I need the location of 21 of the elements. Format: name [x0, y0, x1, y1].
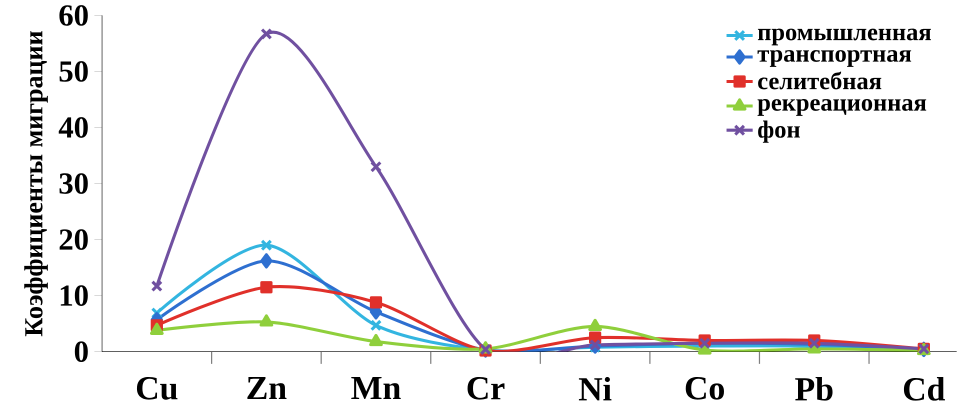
- x-tick-label: Zn: [247, 377, 286, 400]
- x-tick-label: Pb: [795, 377, 833, 401]
- y-tick-label: 40: [58, 117, 88, 138]
- x-tick-label: Co: [686, 377, 724, 400]
- legend-label: рекреационная: [758, 99, 926, 116]
- y-tick-label: 10: [60, 285, 88, 306]
- y-axis-title: Коэффициенты миграции: [24, 31, 48, 336]
- y-tick-label: 50: [60, 61, 88, 82]
- y-tick-label: 60: [59, 5, 88, 26]
- x-tick-label: Mn: [351, 377, 401, 400]
- x-tick-label: Ni: [578, 377, 612, 400]
- legend-label: фон: [758, 120, 800, 143]
- legend-label: промышленная: [758, 28, 931, 46]
- legend-label: селитебная: [758, 72, 882, 90]
- legend-label: транспортная: [758, 50, 912, 67]
- y-tick-label: 0: [74, 341, 88, 362]
- y-tick-label: 30: [60, 173, 88, 194]
- x-tick-label: Cr: [468, 377, 504, 400]
- x-tick-label: Cu: [136, 377, 178, 400]
- x-tick-label: Cd: [904, 377, 945, 401]
- y-tick-label: 20: [60, 229, 88, 250]
